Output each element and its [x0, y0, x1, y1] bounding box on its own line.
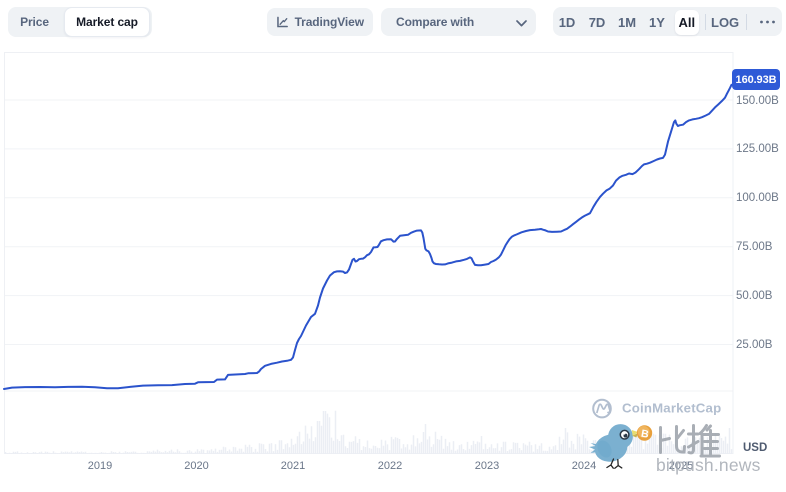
svg-text:B: B: [640, 428, 650, 441]
svg-text:CoinMarketCap: CoinMarketCap: [622, 400, 721, 415]
